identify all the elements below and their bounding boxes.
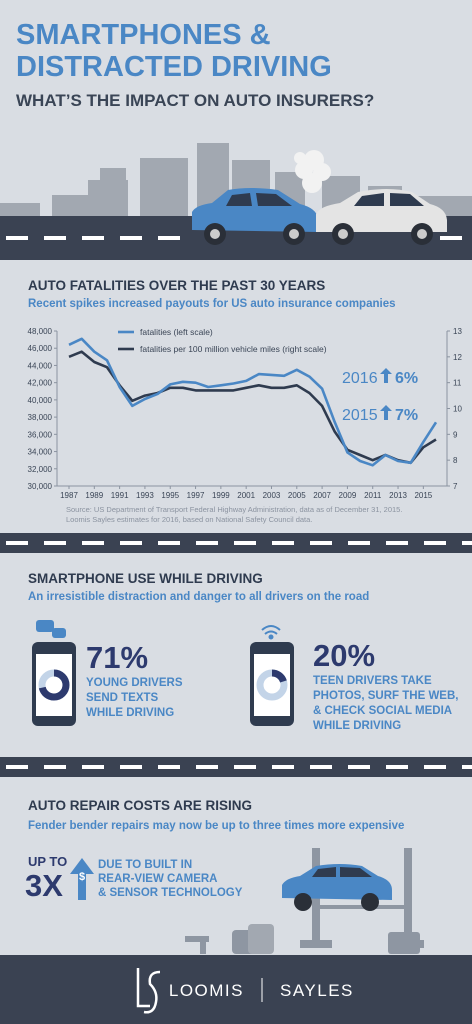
wifi-icon: [261, 625, 281, 640]
annotation-arrow: [380, 405, 392, 420]
y-tick-label: 46,000: [28, 344, 53, 353]
percent-label: 71%: [86, 640, 148, 675]
section-heading: AUTO FATALITIES OVER THE PAST 30 YEARS: [28, 278, 325, 293]
section-heading: SMARTPHONE USE WHILE DRIVING: [28, 571, 263, 586]
annotation-change: 6%: [395, 370, 418, 387]
section-heading: AUTO REPAIR COSTS ARE RISING: [28, 798, 252, 813]
x-tick-label: 2011: [364, 491, 382, 500]
donut-value: [256, 669, 288, 701]
x-tick-label: 1991: [111, 491, 129, 500]
y-tick-label: 38,000: [28, 413, 53, 422]
subtitle: WHAT’S THE IMPACT ON AUTO INSURERS?: [16, 91, 374, 110]
x-tick-label: 2003: [263, 491, 281, 500]
multiple: 3X: [25, 868, 63, 903]
source: Loomis Sayles estimates for 2016, based …: [66, 515, 312, 524]
y-tick-label: 34,000: [28, 448, 53, 457]
x-tick-label: 1987: [60, 491, 78, 500]
white-car: [316, 189, 447, 245]
x-tick-label: 2005: [288, 491, 306, 500]
x-tick-label: 2013: [389, 491, 407, 500]
title: SMARTPHONES &: [16, 19, 271, 51]
title: DISTRACTED DRIVING: [16, 51, 332, 83]
x-tick-label: 2009: [339, 491, 357, 500]
stat-text: WHILE DRIVING: [86, 707, 174, 719]
y-tick-label: 44,000: [28, 361, 53, 370]
section-subheading: An irresistible distraction and danger t…: [28, 591, 369, 603]
series-line: [68, 337, 438, 467]
up-to: UP TO: [28, 854, 67, 869]
up-arrow: [70, 858, 94, 900]
repair-text: DUE TO BUILT IN: [98, 859, 192, 871]
annotation-year: 2015: [342, 407, 378, 424]
annotation-year: 2016: [342, 370, 378, 387]
x-tick-label: 1989: [85, 491, 103, 500]
smoke: [294, 150, 331, 193]
stat-text: WHILE DRIVING: [313, 720, 401, 732]
y-tick-label: 42,000: [28, 379, 53, 388]
footer: [0, 955, 472, 1024]
stats: 71% YOUNG DRIVERS SEND TEXTS WHILE DRIVING 2…: [38, 638, 458, 732]
x-tick-label: 2007: [313, 491, 331, 500]
x-tick-label: 1995: [161, 491, 179, 500]
repair-text: & SENSOR TECHNOLOGY: [98, 887, 243, 899]
y-tick-label: 40,000: [28, 396, 53, 405]
series-line: [68, 350, 437, 465]
percent-label: 20%: [313, 638, 375, 673]
stat-text: TEEN DRIVERS TAKE: [313, 675, 432, 687]
y2-tick-label: 11: [453, 379, 462, 388]
y-tick-label: 30,000: [28, 482, 53, 491]
repair-text: REAR-VIEW CAMERA: [98, 873, 217, 885]
annotation-change: 7%: [395, 407, 418, 424]
donut-value: [38, 669, 70, 701]
y2-tick-label: 10: [453, 405, 462, 414]
y-tick-label: 48,000: [28, 327, 53, 336]
blue-car: [192, 188, 318, 245]
y2-tick-label: 8: [453, 456, 458, 465]
x-tick-label: 1997: [187, 491, 205, 500]
legend-label: fatalities per 100 million vehicle miles…: [140, 344, 327, 354]
lifted-car: [282, 864, 392, 911]
y2-tick-label: 7: [453, 482, 458, 491]
x-tick-label: 1999: [212, 491, 230, 500]
y-tick-label: 36,000: [28, 430, 53, 439]
logo-mark: [136, 968, 161, 1014]
brand: LOOMIS: [169, 981, 244, 1000]
chat-icon: [36, 620, 66, 638]
y-tick-label: 32,000: [28, 465, 53, 474]
x-tick-label: 2001: [237, 491, 255, 500]
road-dashes: [6, 765, 472, 769]
stat-text: YOUNG DRIVERS: [86, 677, 183, 689]
y2-tick-label: 9: [453, 430, 458, 439]
y2-tick-label: 13: [453, 327, 462, 336]
legend-label: fatalities (left scale): [140, 327, 213, 337]
brand: SAYLES: [280, 981, 354, 1000]
x-tick-label: 2015: [414, 491, 432, 500]
road-dashes: [6, 236, 462, 240]
dollar: $: [79, 871, 85, 883]
x-tick-label: 1993: [136, 491, 154, 500]
section-subheading: Recent spikes increased payouts for US a…: [28, 298, 395, 310]
source: Source: US Department of Transport Feder…: [66, 505, 402, 514]
tools: [185, 924, 420, 954]
road-dashes: [6, 541, 472, 545]
stat-text: SEND TEXTS: [86, 692, 159, 704]
section-subheading: Fender bender repairs may now be up to t…: [28, 820, 404, 832]
stat-text: & CHECK SOCIAL MEDIA: [313, 705, 452, 717]
line-chart: 30,000 32,000 34,000 36,000 38,000 40,000 42,0…: [28, 327, 463, 500]
stat-text: PHOTOS, SURF THE WEB,: [313, 690, 458, 702]
y2-tick-label: 12: [453, 353, 462, 362]
annotation-arrow: [380, 368, 392, 383]
